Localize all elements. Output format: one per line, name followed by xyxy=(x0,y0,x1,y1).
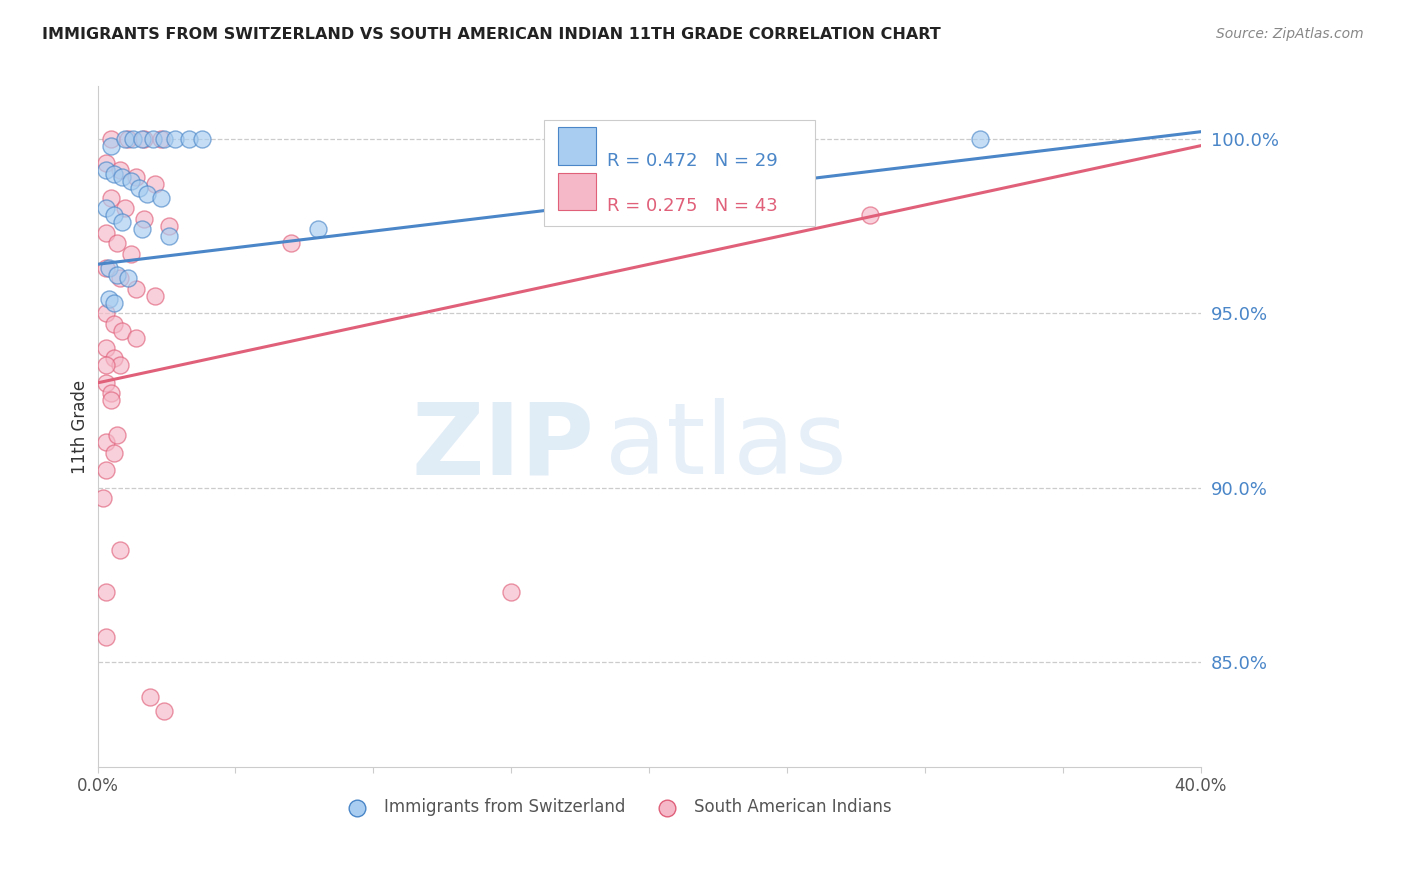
Point xyxy=(94,163,117,178)
Point xyxy=(94,202,117,216)
Point xyxy=(94,306,117,320)
Point xyxy=(117,271,139,285)
Point xyxy=(111,324,134,338)
Text: atlas: atlas xyxy=(605,399,846,495)
Text: ZIP: ZIP xyxy=(411,399,593,495)
Y-axis label: 11th Grade: 11th Grade xyxy=(72,379,89,474)
Point xyxy=(145,177,167,191)
Point xyxy=(307,222,329,236)
Point xyxy=(131,222,153,236)
Point xyxy=(105,236,128,251)
Point xyxy=(157,229,180,244)
Point xyxy=(94,631,117,645)
Point xyxy=(114,202,136,216)
Point xyxy=(693,163,716,178)
Point xyxy=(94,585,117,599)
Point xyxy=(91,491,114,505)
Point xyxy=(122,131,145,145)
Point xyxy=(128,180,150,194)
Point xyxy=(103,445,125,459)
Point xyxy=(94,376,117,390)
Point xyxy=(134,131,156,145)
Point xyxy=(177,131,200,145)
Point xyxy=(150,131,173,145)
Point xyxy=(136,187,159,202)
Point xyxy=(100,131,122,145)
Point xyxy=(280,236,302,251)
Point xyxy=(97,260,120,275)
Point xyxy=(111,215,134,229)
Point xyxy=(105,268,128,282)
Point xyxy=(142,131,165,145)
Point xyxy=(100,191,122,205)
Point xyxy=(97,292,120,306)
Point xyxy=(125,330,148,344)
Point xyxy=(100,138,122,153)
Point xyxy=(94,226,117,240)
Point xyxy=(94,359,117,373)
FancyBboxPatch shape xyxy=(558,172,596,210)
Point xyxy=(152,704,174,718)
FancyBboxPatch shape xyxy=(558,128,596,165)
Point xyxy=(94,435,117,450)
Point xyxy=(103,351,125,366)
Point xyxy=(103,209,125,223)
Point xyxy=(103,295,125,310)
Text: Source: ZipAtlas.com: Source: ZipAtlas.com xyxy=(1216,27,1364,41)
Point xyxy=(100,386,122,401)
Point xyxy=(105,428,128,442)
Point xyxy=(120,247,142,261)
Point xyxy=(94,260,117,275)
Point xyxy=(94,341,117,355)
Point xyxy=(157,219,180,233)
Point xyxy=(125,282,148,296)
Point xyxy=(134,211,156,226)
Point xyxy=(108,359,131,373)
Point xyxy=(191,131,214,145)
Point xyxy=(152,131,174,145)
Point xyxy=(125,169,148,184)
Point xyxy=(131,131,153,145)
Point xyxy=(94,156,117,170)
Point xyxy=(969,131,991,145)
Point xyxy=(111,169,134,184)
Point xyxy=(120,173,142,187)
Point xyxy=(163,131,186,145)
Text: R = 0.275   N = 43: R = 0.275 N = 43 xyxy=(607,197,778,215)
FancyBboxPatch shape xyxy=(544,120,814,226)
Text: IMMIGRANTS FROM SWITZERLAND VS SOUTH AMERICAN INDIAN 11TH GRADE CORRELATION CHAR: IMMIGRANTS FROM SWITZERLAND VS SOUTH AME… xyxy=(42,27,941,42)
Point xyxy=(859,209,882,223)
Point xyxy=(100,393,122,408)
Point xyxy=(150,191,173,205)
Point xyxy=(139,690,162,704)
Point xyxy=(108,271,131,285)
Point xyxy=(103,317,125,331)
Point xyxy=(103,167,125,181)
Point xyxy=(117,131,139,145)
Text: R = 0.472   N = 29: R = 0.472 N = 29 xyxy=(607,152,778,170)
Point xyxy=(145,288,167,302)
Point xyxy=(94,463,117,477)
Point xyxy=(108,543,131,558)
Point xyxy=(501,585,523,599)
Point xyxy=(114,131,136,145)
Point xyxy=(108,163,131,178)
Legend: Immigrants from Switzerland, South American Indians: Immigrants from Switzerland, South Ameri… xyxy=(335,791,898,822)
